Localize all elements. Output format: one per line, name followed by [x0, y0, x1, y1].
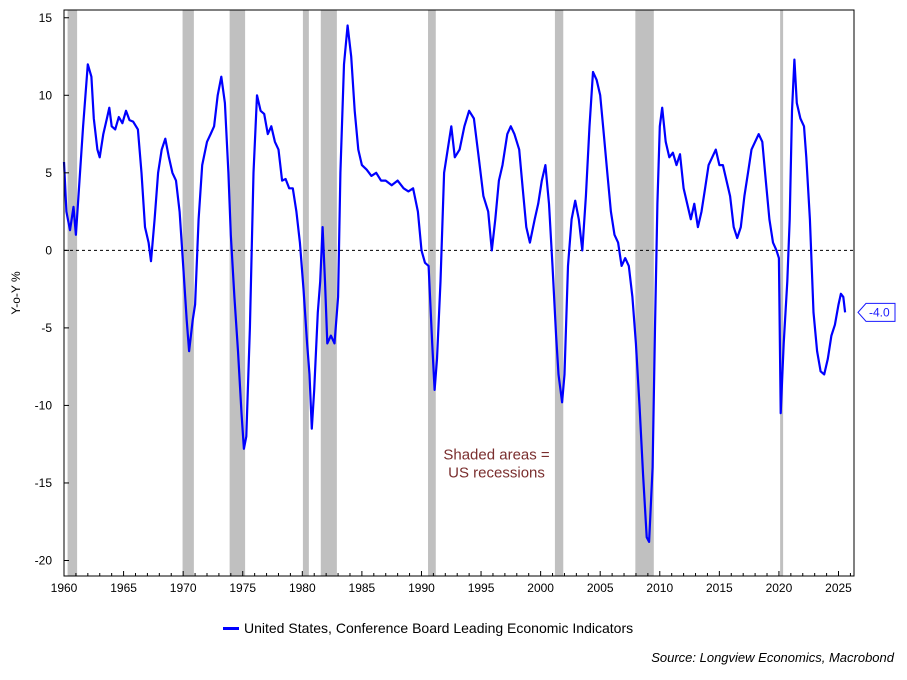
recession-band-1 [67, 10, 78, 576]
legend: United States, Conference Board Leading … [223, 618, 633, 638]
annotation-line-2: US recessions [448, 465, 545, 482]
x-tick-label: 1985 [349, 581, 376, 595]
x-tick-label: 1970 [170, 581, 197, 595]
x-tick-label: 1990 [408, 581, 435, 595]
x-tick-label: 2025 [825, 581, 852, 595]
y-tick-label: -10 [35, 398, 53, 412]
y-tick-label: 0 [45, 243, 52, 257]
recession-annotation: Shaded areas =US recessions [443, 447, 550, 482]
y-tick-label: -5 [41, 321, 52, 335]
y-tick-label: -15 [35, 476, 53, 490]
x-tick-label: 2005 [587, 581, 614, 595]
last-value-label: -4.0 [869, 305, 890, 319]
recession-band-7 [554, 10, 564, 576]
y-tick-label: 15 [39, 11, 53, 25]
x-tick-label: 1995 [468, 581, 495, 595]
recession-band-9 [780, 10, 784, 576]
recession-band-5 [320, 10, 337, 576]
y-tick-label: -20 [35, 553, 53, 567]
y-axis: 15 10 5 0 -5 -10 -15 -20 [35, 11, 69, 567]
x-tick-label: 1965 [110, 581, 137, 595]
x-tick-label: 2015 [706, 581, 733, 595]
recession-band-4 [302, 10, 309, 576]
x-tick-label: 2010 [646, 581, 673, 595]
recession-band-2 [182, 10, 194, 576]
plot-frame [63, 9, 855, 577]
y-axis-title: Y-o-Y % [9, 271, 23, 315]
x-tick-label: 2020 [766, 581, 793, 595]
x-tick-label: 2000 [527, 581, 554, 595]
recession-bands [67, 10, 784, 576]
recession-band-3 [229, 10, 246, 576]
legend-swatch [223, 626, 239, 630]
recession-band-6 [428, 10, 436, 576]
x-tick-label: 1975 [229, 581, 256, 595]
last-value-box [857, 302, 896, 322]
x-axis: 1960 1965 1970 1975 1980 1985 1990 1995 2000 2005… [51, 571, 852, 595]
lei-series-line [62, 24, 847, 543]
source-note: Source: Longview Economics, Macrobond [651, 650, 894, 665]
legend-label: United States, Conference Board Leading … [244, 620, 634, 636]
x-tick-label: 1960 [51, 581, 78, 595]
y-tick-label: 10 [39, 88, 53, 102]
x-tick-label: 1980 [289, 581, 316, 595]
y-tick-label: 5 [45, 166, 52, 180]
annotation-line-1: Shaded areas = [443, 447, 550, 464]
last-value-marker: -4.0 [857, 302, 896, 322]
